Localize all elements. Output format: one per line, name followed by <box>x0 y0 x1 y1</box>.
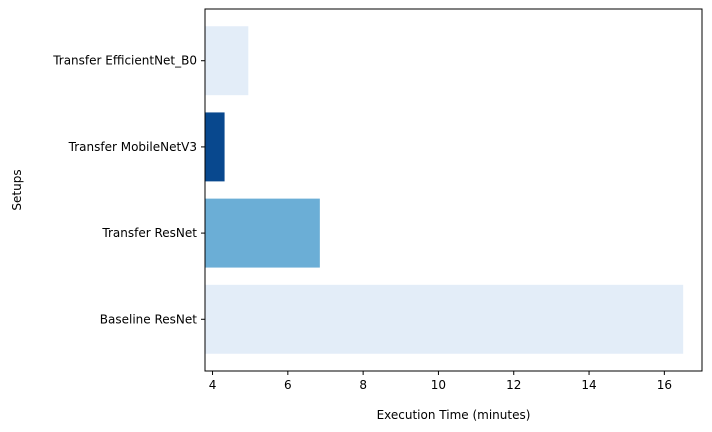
bar-baseline-resnet <box>205 284 684 354</box>
x-tick-label: 14 <box>581 378 596 392</box>
x-tick-label: 16 <box>657 378 672 392</box>
x-tick-label: 10 <box>431 378 446 392</box>
x-axis-label: Execution Time (minutes) <box>377 408 531 422</box>
bar-transfer-resnet <box>205 198 320 268</box>
y-tick-label: Transfer MobileNetV3 <box>68 140 197 154</box>
bar-transfer-efficientnet-b0 <box>205 26 249 96</box>
x-tick-label: 4 <box>209 378 217 392</box>
x-tick-label: 8 <box>359 378 367 392</box>
bar-transfer-mobilenetv3 <box>205 112 225 182</box>
y-tick-label: Baseline ResNet <box>100 312 197 326</box>
y-tick-label: Transfer ResNet <box>101 226 197 240</box>
plot-frame <box>204 8 703 372</box>
y-axis: Baseline ResNet Transfer ResNet Transfer M… <box>52 54 205 326</box>
x-axis: 4 6 8 10 12 14 16 <box>209 371 672 392</box>
x-tick-label: 12 <box>506 378 521 392</box>
y-tick-label: Transfer EfficientNet_B0 <box>52 54 197 68</box>
y-axis-label: Setups <box>10 169 24 210</box>
bars-layer <box>205 26 684 354</box>
x-tick-label: 6 <box>284 378 292 392</box>
